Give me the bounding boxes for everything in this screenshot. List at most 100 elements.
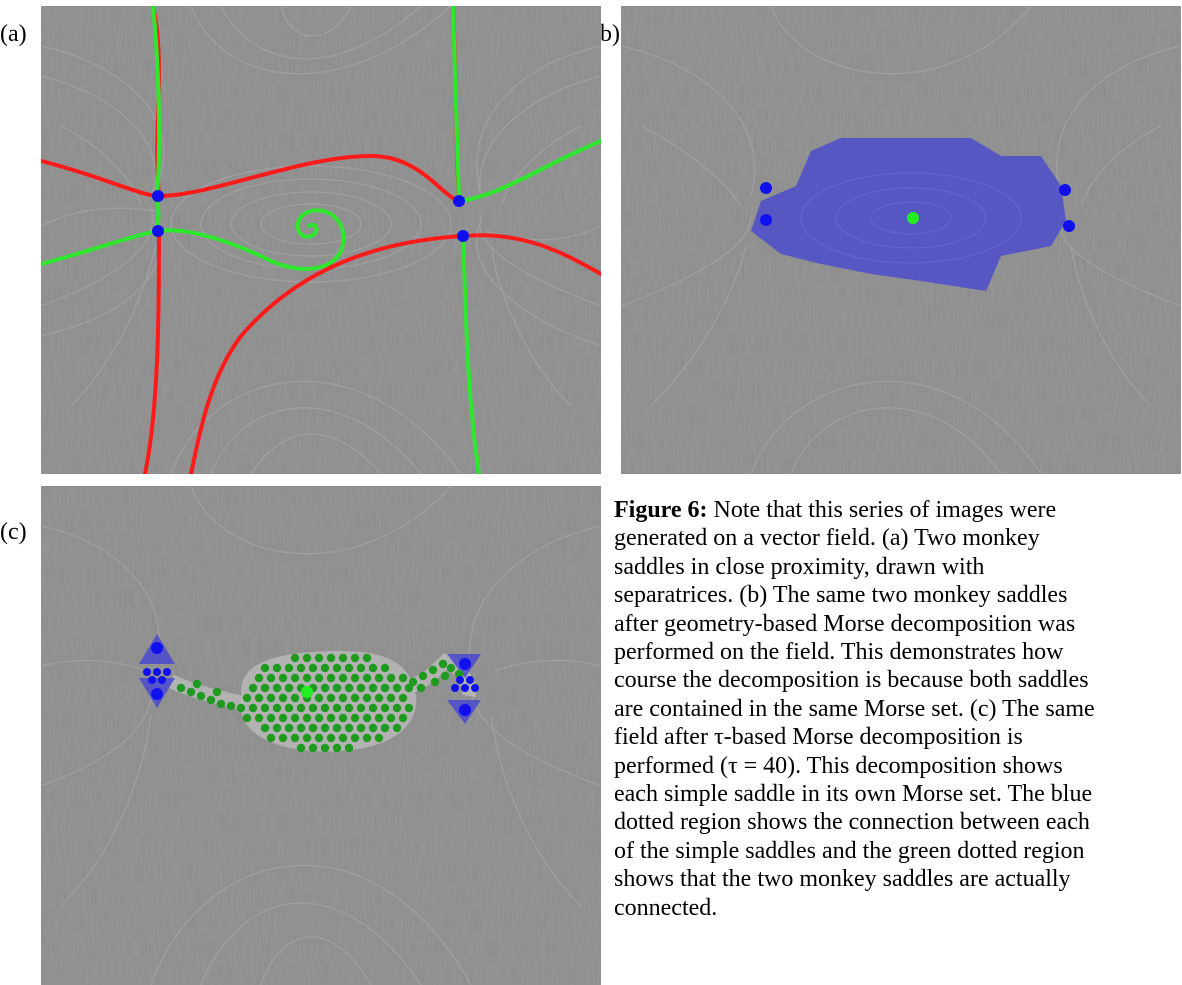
panel-c-svg [41,486,601,985]
green-dot [362,693,372,703]
green-dot [356,723,366,733]
green-dot [302,713,312,723]
green-dot [350,673,360,683]
green-dot [266,673,276,683]
green-dot [338,713,348,723]
green-dot [272,723,282,733]
caption-label: Figure 6: [614,497,708,523]
saddle-points [760,182,1075,232]
morse-set-interior-flow [800,172,1022,264]
green-dot [314,673,324,683]
green-dot [260,703,270,713]
green-dot [386,673,396,683]
caption-line: generated on a vector field. (a) Two mon… [614,525,1040,552]
green-dot [362,673,372,683]
saddle-points [151,642,471,716]
green-dot [308,723,318,733]
green-dot [260,723,270,733]
green-dot [320,743,330,753]
green-dot [186,687,196,697]
green-dot [216,699,226,709]
panel-c-image [41,486,601,985]
saddle-point [1063,220,1075,232]
green-dot [338,673,348,683]
green-dot [302,653,312,663]
green-dot [266,713,276,723]
saddle-point [459,658,471,670]
panel-label-c: (c) [0,519,27,545]
green-dot [392,703,402,713]
green-dot [254,693,264,703]
green-dot [332,743,342,753]
green-dot [350,693,360,703]
saddle-point [760,182,772,194]
green-dot [368,703,378,713]
green-dot [392,723,402,733]
green-dot [320,663,330,673]
source-point [907,212,919,224]
figure-caption: Figure 6: Note that this series of image… [614,496,1182,985]
green-dot [398,673,408,683]
green-dot [374,673,384,683]
green-dot [368,683,378,693]
green-dot [308,703,318,713]
saddle-point [453,195,465,207]
green-dot [418,671,428,681]
saddle-point [152,190,164,202]
blue-dotted-region [143,668,479,692]
green-dot [314,653,324,663]
green-dot [338,693,348,703]
green-dot [356,683,366,693]
green-dot [344,663,354,673]
red-separatrix-lower [189,234,465,474]
green-separatrix-top-left [151,6,162,198]
green-dot [404,683,414,693]
caption-line: performed (τ = 40). This decomposition s… [614,752,1063,779]
green-dot [278,693,288,703]
green-dot [380,703,390,713]
green-dot [374,713,384,723]
caption-line: field after τ-based Morse decomposition … [614,724,1023,751]
saddle-point [457,230,469,242]
caption-line: shows that the two monkey saddles are ac… [614,866,1071,893]
green-dot [326,733,336,743]
green-dot [314,733,324,743]
caption-line: connected. [614,894,718,921]
caption-line: course the decomposition is because both… [614,667,1089,694]
green-dot [266,693,276,703]
green-dot [248,683,258,693]
green-dot [266,733,276,743]
unstable-separatrices [41,6,601,474]
caption-line: separatrices. (b) The same two monkey sa… [614,582,1068,609]
green-dot [398,713,408,723]
green-dot [404,703,414,713]
green-dot [332,663,342,673]
green-dot [326,713,336,723]
red-separatrix-right [461,233,601,276]
green-dot [430,677,440,687]
caption-line: dotted region shows the connection betwe… [614,809,1090,836]
green-dot [278,673,288,683]
green-dot [416,683,426,693]
green-dot [296,723,306,733]
green-dot [296,663,306,673]
green-dot [284,723,294,733]
caption-text: Note that this series of images were [713,497,1057,523]
red-separatrix-upper [41,153,461,203]
green-dot [272,703,282,713]
green-dot [196,691,206,701]
green-dot [362,713,372,723]
red-separatrix-bottom-left [143,229,161,474]
green-dot [350,713,360,723]
green-dot [398,693,408,703]
green-dot [332,723,342,733]
saddle-point [1059,184,1071,196]
caption-line: performed on the field. This demonstrate… [614,639,1064,666]
green-dot [192,679,202,689]
green-dot [374,693,384,703]
green-dot [290,673,300,683]
green-dot [290,733,300,743]
green-dot [368,723,378,733]
green-dot [368,663,378,673]
green-dot [290,693,300,703]
